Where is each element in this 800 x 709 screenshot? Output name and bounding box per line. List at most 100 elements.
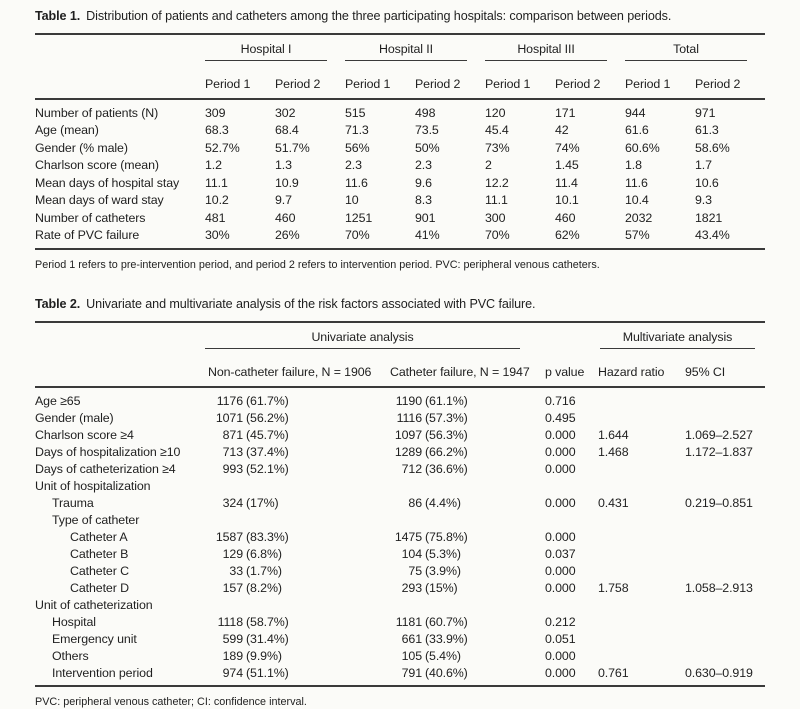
data-cell: 2032 — [625, 210, 653, 225]
data-cell: 2.3 — [345, 158, 362, 173]
table1-col-period: Period 1 — [625, 61, 695, 100]
data-cell: 10.4 — [625, 193, 649, 208]
cell-p-value: 0.000 — [545, 444, 576, 459]
data-cell: 71.3 — [345, 123, 369, 138]
count-value: 1097 — [394, 427, 422, 442]
data-cell: 42 — [555, 123, 569, 138]
row-label: Catheter A — [70, 529, 128, 544]
table2-col-hazard-ratio: Hazard ratio — [598, 349, 685, 388]
cell-95ci: 1.069–2.527 — [685, 427, 753, 442]
cell-catheter: 75 (3.9%) — [390, 562, 545, 579]
data-cell: 11.4 — [555, 175, 578, 190]
count-value: 599 — [222, 631, 243, 646]
table1-row: Gender (% male) 52.7% 51.7% 56% 50% 73% 74% 60.… — [35, 139, 765, 157]
cell-p-value: 0.716 — [545, 393, 576, 408]
count-value: 661 — [401, 631, 422, 646]
table2-caption-label: Table 2. — [35, 297, 81, 311]
data-cell: 1.7 — [695, 158, 712, 173]
cell-p-value: 0.000 — [545, 461, 576, 476]
data-cell: 30% — [205, 228, 230, 243]
data-cell: 8.3 — [415, 193, 432, 208]
table2-row: Intervention period 974 (51.1%) 791 (40.6%) 0… — [35, 664, 765, 686]
table1-row: Mean days of hospital stay 11.1 10.9 11.6 9.… — [35, 174, 765, 192]
cell-non-catheter: 129 (6.8%) — [205, 545, 390, 562]
cell-catheter — [390, 596, 545, 613]
data-cell: 57% — [625, 228, 650, 243]
row-label: Unit of hospitalization — [35, 478, 151, 493]
table1-group-total: Total — [625, 34, 765, 61]
data-cell: 73% — [485, 140, 510, 155]
data-cell: 11.1 — [485, 193, 508, 208]
count-value: 1190 — [395, 393, 422, 408]
table1-row: Mean days of ward stay 10.2 9.7 10 8.3 11.1 10… — [35, 192, 765, 210]
count-value: 791 — [401, 665, 422, 680]
table2-column-header-row: Non-catheter failure, N = 1906 Catheter … — [35, 349, 765, 388]
cell-non-catheter: 324 (17%) — [205, 494, 390, 511]
percent-value: (9.9%) — [246, 648, 282, 663]
cell-non-catheter: 599 (31.4%) — [205, 630, 390, 647]
cell-p-value — [545, 596, 598, 613]
cell-non-catheter — [205, 511, 390, 528]
table1-caption: Table 1. Distribution of patients and cat… — [35, 8, 765, 24]
table1-group-hospital-1: Hospital I — [205, 34, 345, 61]
cell-hazard-ratio — [598, 511, 685, 528]
row-label: Trauma — [52, 495, 94, 510]
cell-95ci: 0.219–0.851 — [685, 495, 753, 510]
cell-hazard-ratio — [598, 647, 685, 664]
table2-row: Catheter C 33 (1.7%) 75 (3.9%) 0.000 — [35, 562, 765, 579]
cell-p-value: 0.051 — [545, 631, 576, 646]
cell-95ci — [685, 387, 765, 409]
data-cell: 1.2 — [205, 158, 222, 173]
cell-95ci — [685, 409, 765, 426]
count-value: 104 — [401, 546, 422, 561]
data-cell: 1.45 — [555, 158, 579, 173]
percent-value: (3.9%) — [425, 563, 461, 578]
cell-hazard-ratio: 0.761 — [598, 665, 629, 680]
cell-hazard-ratio — [598, 477, 685, 494]
data-cell: 51.7% — [275, 140, 310, 155]
row-label: Charlson score (mean) — [35, 158, 159, 173]
table2-row: Hospital 1118 (58.7%) 1181 (60.7%) 0.212 — [35, 613, 765, 630]
table1-section: Table 1. Distribution of patients and cat… — [35, 8, 766, 272]
data-cell: 50% — [415, 140, 440, 155]
table2-row: Type of catheter — [35, 511, 765, 528]
row-label: Catheter B — [70, 546, 129, 561]
cell-95ci: 1.058–2.913 — [685, 580, 753, 595]
row-label: Age (mean) — [35, 123, 99, 138]
table1-col-period: Period 2 — [695, 61, 766, 100]
section-spacer — [35, 272, 765, 296]
cell-95ci — [685, 545, 765, 562]
cell-p-value: 0.495 — [545, 410, 576, 425]
percent-value: (60.7%) — [425, 614, 468, 629]
table1-footnote: Period 1 refers to pre-intervention peri… — [35, 259, 600, 271]
data-cell: 68.4 — [275, 123, 299, 138]
table1-row: Number of patients (N) 309 302 515 498 120 171… — [35, 99, 765, 122]
table1-col-period: Period 2 — [275, 61, 345, 100]
data-cell: 11.1 — [205, 175, 228, 190]
percent-value: (15%) — [425, 580, 458, 595]
table2-row: Charlson score ≥4 871 (45.7%) 1097 (56.3%) 0.… — [35, 426, 765, 443]
cell-hazard-ratio — [598, 460, 685, 477]
data-cell: 901 — [415, 210, 436, 225]
count-value: 1071 — [215, 410, 243, 425]
percent-value: (5.3%) — [425, 546, 461, 561]
data-cell: 52.7% — [205, 140, 240, 155]
table1-group-header-row: Hospital I Hospital II Hospital III Tota… — [35, 34, 765, 61]
cell-non-catheter: 1071 (56.2%) — [205, 409, 390, 426]
percent-value: (8.2%) — [246, 580, 282, 595]
percent-value: (61.7%) — [246, 393, 289, 408]
count-value: 1587 — [215, 529, 243, 544]
table2-group-univariate: Univariate analysis — [205, 322, 598, 349]
cell-non-catheter: 1587 (83.3%) — [205, 528, 390, 545]
cell-p-value: 0.212 — [545, 614, 576, 629]
count-value: 1181 — [395, 614, 422, 629]
table1-row: Age (mean) 68.3 68.4 71.3 73.5 45.4 42 61.6 61.3 — [35, 122, 765, 140]
cell-catheter: 791 (40.6%) — [390, 664, 545, 686]
cell-p-value — [545, 511, 598, 528]
row-label: Charlson score ≥4 — [35, 427, 134, 442]
data-cell: 10.2 — [205, 193, 229, 208]
cell-hazard-ratio — [598, 613, 685, 630]
percent-value: (36.6%) — [425, 461, 468, 476]
cell-95ci: 0.630–0.919 — [685, 665, 753, 680]
